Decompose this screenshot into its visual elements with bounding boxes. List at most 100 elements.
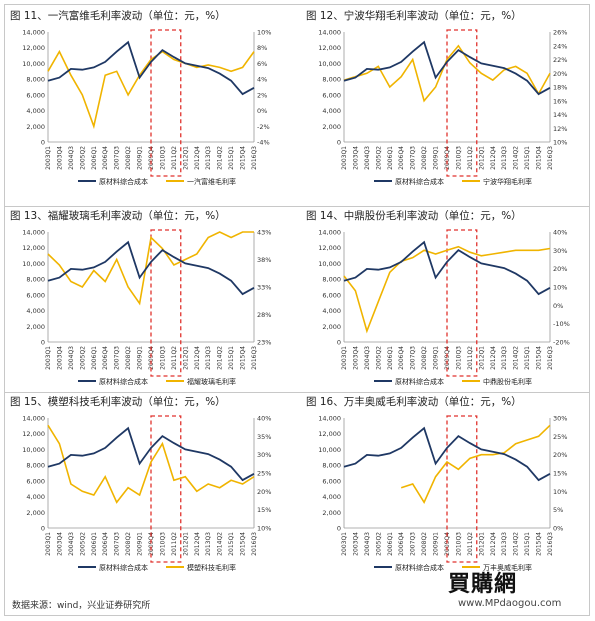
y-tick-label-right: 2% bbox=[257, 91, 267, 99]
x-tick-label: 2012Q4 bbox=[490, 146, 497, 170]
legend-label-margin: 万丰奥威毛利率 bbox=[483, 563, 532, 572]
x-tick-label: 2009Q1 bbox=[433, 532, 440, 556]
chart-panel-6: 图 16、万丰奥威毛利率波动（单位：元，%） 0 2,000 4,000 6,000 8… bbox=[302, 392, 582, 582]
y-tick-label-left: 2,000 bbox=[322, 123, 341, 131]
x-tick-label: 2011Q2 bbox=[467, 532, 474, 556]
x-tick-label: 2003Q1 bbox=[45, 146, 52, 170]
watermark-logo: 買購網 bbox=[448, 572, 518, 597]
x-tick-label: 2005Q2 bbox=[375, 346, 382, 370]
y-tick-label-left: 12,000 bbox=[22, 244, 45, 252]
legend-label-cost: 原材料综合成本 bbox=[99, 177, 148, 186]
y-tick-label-left: 6,000 bbox=[26, 291, 45, 299]
x-tick-label: 2006Q4 bbox=[398, 346, 405, 370]
y-tick-label-left: 0 bbox=[337, 139, 341, 147]
y-tick-label-right: 4% bbox=[257, 76, 267, 84]
y-tick-label-right: -20% bbox=[553, 339, 570, 347]
x-tick-label: 2004Q3 bbox=[364, 346, 371, 370]
y-tick-label-left: 8,000 bbox=[26, 276, 45, 284]
row-divider bbox=[4, 392, 590, 393]
y-tick-label-right: 10% bbox=[553, 488, 567, 496]
x-tick-label: 2003Q1 bbox=[341, 146, 348, 170]
y-tick-label-left: 14,000 bbox=[22, 415, 45, 423]
y-tick-label-right: 43% bbox=[257, 229, 271, 237]
chart-svg: 0 2,000 4,000 6,000 8,000 10,000 12,000 14,000 -… bbox=[22, 29, 271, 187]
chart-svg: 0 2,000 4,000 6,000 8,000 10,000 12,000 14,000 1… bbox=[22, 415, 271, 573]
y-tick-label-left: 10,000 bbox=[318, 260, 341, 268]
x-tick-label: 2012Q1 bbox=[478, 532, 485, 556]
y-tick-label-right: 14% bbox=[553, 111, 567, 119]
x-tick-label: 2016Q3 bbox=[547, 346, 554, 370]
y-tick-label-right: 15% bbox=[257, 506, 271, 514]
x-tick-label: 2003Q4 bbox=[352, 532, 359, 556]
y-tick-label-right: 10% bbox=[553, 284, 567, 292]
x-tick-label: 2007Q3 bbox=[410, 346, 417, 370]
y-tick-label-right: 0% bbox=[257, 107, 267, 115]
chart-title: 图 12、宁波华翔毛利率波动（单位：元，%） bbox=[306, 10, 522, 22]
x-tick-label: 2009Q1 bbox=[137, 532, 144, 556]
x-tick-label: 2003Q1 bbox=[341, 532, 348, 556]
highlight-box bbox=[150, 29, 182, 177]
x-tick-label: 2012Q4 bbox=[194, 532, 201, 556]
chart-panel-1: 图 11、一汽富维毛利率波动（单位：元，%） 0 2,000 4,000 6,000 8… bbox=[6, 6, 286, 196]
watermark-url: www.MPdaogou.com bbox=[458, 598, 562, 609]
x-tick-label: 2003Q1 bbox=[341, 346, 348, 370]
chart-title: 图 16、万丰奥威毛利率波动（单位：元，%） bbox=[306, 396, 522, 408]
legend-label-cost: 原材料综合成本 bbox=[395, 377, 444, 386]
chart-title: 图 14、中鼎股份毛利率波动（单位：元，%） bbox=[306, 210, 522, 222]
y-tick-label-left: 8,000 bbox=[322, 276, 341, 284]
x-tick-label: 2007Q3 bbox=[410, 532, 417, 556]
chart-title: 图 15、模塑科技毛利率波动（单位：元，%） bbox=[10, 396, 226, 408]
x-tick-label: 2012Q4 bbox=[490, 346, 497, 370]
y-tick-label-left: 0 bbox=[41, 139, 45, 147]
x-tick-label: 2014Q2 bbox=[217, 346, 224, 370]
x-tick-label: 2015Q1 bbox=[524, 532, 531, 556]
y-tick-label-left: 0 bbox=[41, 525, 45, 533]
y-tick-label-left: 10,000 bbox=[22, 446, 45, 454]
y-tick-label-right: 38% bbox=[257, 256, 271, 264]
x-tick-label: 2009Q1 bbox=[433, 346, 440, 370]
y-tick-label-right: 20% bbox=[257, 488, 271, 496]
y-tick-label-right: 33% bbox=[257, 284, 271, 292]
y-tick-label-right: 6% bbox=[257, 60, 267, 68]
highlight-box bbox=[150, 229, 182, 377]
x-tick-label: 2010Q3 bbox=[159, 146, 166, 170]
x-tick-label: 2003Q4 bbox=[56, 532, 63, 556]
y-tick-label-left: 2,000 bbox=[322, 509, 341, 517]
x-tick-label: 2008Q2 bbox=[421, 146, 428, 170]
x-tick-label: 2011Q2 bbox=[467, 146, 474, 170]
series-line-margin bbox=[343, 44, 551, 103]
y-tick-label-right: -10% bbox=[553, 320, 570, 328]
chart-panel-3: 图 13、福耀玻璃毛利率波动（单位：元，%） 0 2,000 4,000 6,000 8… bbox=[6, 206, 286, 396]
x-tick-label: 2014Q2 bbox=[513, 346, 520, 370]
legend-label-cost: 原材料综合成本 bbox=[395, 177, 444, 186]
highlight-box bbox=[446, 415, 478, 563]
x-tick-label: 2016Q3 bbox=[251, 346, 258, 370]
x-tick-label: 2015Q4 bbox=[536, 146, 543, 170]
y-tick-label-right: 25% bbox=[257, 470, 271, 478]
x-tick-label: 2015Q4 bbox=[240, 532, 247, 556]
x-tick-label: 2012Q4 bbox=[194, 346, 201, 370]
x-tick-label: 2006Q4 bbox=[398, 146, 405, 170]
x-tick-label: 2010Q3 bbox=[455, 532, 462, 556]
x-tick-label: 2016Q3 bbox=[251, 532, 258, 556]
x-tick-label: 2012Q4 bbox=[194, 146, 201, 170]
x-tick-label: 2009Q1 bbox=[137, 146, 144, 170]
x-tick-label: 2014Q2 bbox=[217, 532, 224, 556]
x-tick-label: 2005Q2 bbox=[375, 532, 382, 556]
x-tick-label: 2003Q4 bbox=[352, 146, 359, 170]
y-tick-label-left: 8,000 bbox=[26, 76, 45, 84]
y-tick-label-left: 6,000 bbox=[322, 477, 341, 485]
figure-frame bbox=[4, 4, 590, 616]
y-tick-label-right: 22% bbox=[553, 56, 567, 64]
x-tick-label: 2006Q1 bbox=[387, 146, 394, 170]
x-tick-label: 2010Q3 bbox=[159, 532, 166, 556]
watermark: 買購網 www.MPdaogou.com bbox=[448, 566, 588, 616]
legend-label-cost: 原材料综合成本 bbox=[395, 563, 444, 572]
y-tick-label-right: 10% bbox=[553, 139, 567, 147]
series-line-margin bbox=[47, 49, 255, 130]
y-tick-label-left: 14,000 bbox=[318, 29, 341, 37]
y-tick-label-left: 12,000 bbox=[318, 244, 341, 252]
y-tick-label-left: 14,000 bbox=[318, 415, 341, 423]
x-tick-label: 2013Q3 bbox=[501, 532, 508, 556]
x-tick-label: 2006Q4 bbox=[102, 146, 109, 170]
